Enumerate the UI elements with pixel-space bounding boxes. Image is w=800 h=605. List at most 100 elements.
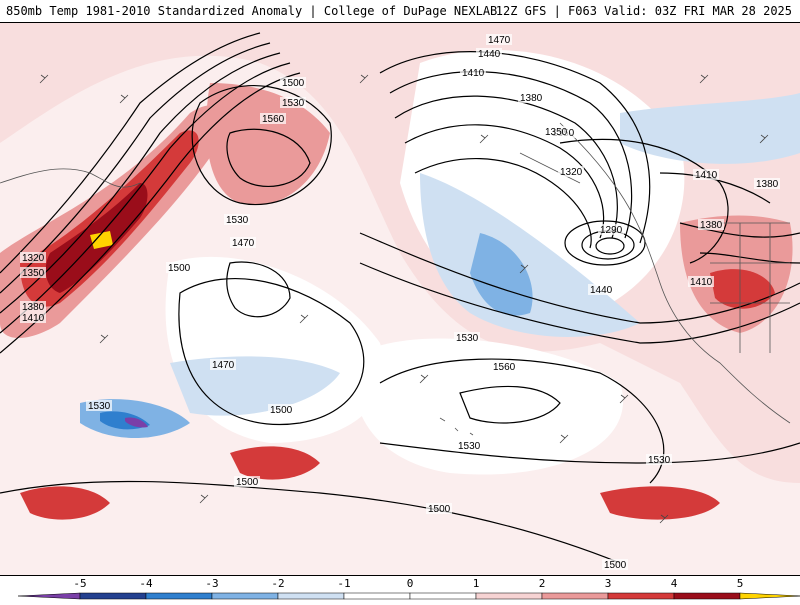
contour-label-background [280,77,306,88]
contour-line [226,261,291,318]
coastline-asia [0,168,141,188]
anomaly-region-pos5-west [90,231,113,249]
contour-label-background [268,404,294,415]
contour-label: 1500 [270,405,293,416]
contour-label-background [543,126,569,137]
colorbar-segment [673,592,741,600]
map-header: 850mb Temp 1981-2010 Standardized Anomal… [0,0,800,23]
contour-label-background [456,440,482,451]
contour-label: 1530 [648,455,671,466]
contour-line [595,237,625,255]
wind-barb [759,134,769,144]
colorbar-segments [17,592,800,600]
contour-label: 1560 [262,114,285,125]
colorbar-tick-label: 2 [539,577,546,590]
contour-label: 1500 [428,504,451,515]
contour-label-background [280,97,306,108]
colorbar-segment [79,592,147,600]
contour-label: 1530 [458,441,481,452]
wind-barb [119,94,129,104]
contour-label-background [224,214,250,225]
wind-barb [299,314,309,324]
contour-line [0,72,301,354]
contour-label-background [20,312,46,323]
colorbar-tick-label: -5 [73,577,86,590]
contour-label: 1380 [700,220,723,231]
contour-label: 1500 [168,263,191,274]
colorbar-segment [409,592,477,600]
colorbar-tick-label: -4 [139,577,153,590]
contour-label: 1500 [236,477,259,488]
contour-label: 1470 [232,238,255,249]
contour-label-background [486,34,512,45]
contour-label: 1440 [478,49,501,60]
contour-label-background [688,276,714,287]
colorbar-tick-label: 4 [671,577,678,590]
contour-label: 1380 [22,302,45,313]
colorbar-tick-label: -2 [271,577,284,590]
contour-label: 1530 [456,333,479,344]
contour-label: 1410 [695,170,718,181]
contour-label: 1530 [282,98,305,109]
contour-label: 1410 [22,313,45,324]
contour-line [404,124,605,239]
anomaly-region-neg1-gulf [420,173,640,337]
wind-barb [99,334,109,344]
wind-barb [479,134,489,144]
colorbar-tick-label: 3 [605,577,612,590]
contour-line [659,172,771,204]
coastlines [0,122,791,436]
anomaly-map: 1470144014101380135013201290150015301560… [0,23,800,575]
contour-label-background [518,92,544,103]
contour-label-background [698,219,724,230]
contour-line [379,51,651,244]
contour-label-background [754,178,780,189]
contour-label-background [210,359,236,370]
wind-barb [359,74,369,84]
contour-label-background [260,113,286,124]
anomaly-region-pos1-south [0,55,800,575]
contour-line [389,71,633,239]
contour-line [0,480,621,564]
anomaly-region-neg1-north [620,93,800,164]
wind-barb [559,434,569,444]
contour-label: 1350 [545,127,568,138]
contour-line [0,62,291,334]
contour-line [394,95,618,239]
colorbar-segment [343,592,411,600]
contour-line [359,262,800,344]
contour-labels: 1470144014101380135013201290150015301560… [20,34,780,571]
colorbar-tick-label: -1 [337,577,350,590]
colorbar-ticks: -5 -4 -3 -2 -1 0 1 2 3 4 5 [73,577,743,590]
wind-barb [419,374,429,384]
contour-label: 1290 [600,225,623,236]
anomaly-region-pos3-south [230,446,320,480]
colorbar: -5 -4 -3 -2 -1 0 1 2 3 4 5 [0,575,800,601]
contour-line [379,442,800,464]
contour-label-background [646,454,672,465]
contour-line [414,158,592,249]
contour-label-background [476,48,502,59]
anomaly-region-pos3-east [710,269,775,309]
contour-label-background [20,267,46,278]
wind-barbs [39,74,769,524]
anomaly-region-zero-central [354,338,624,475]
contour-line [226,128,311,187]
wind-barb [39,74,49,84]
colorbar-segment [541,592,609,600]
contour-label-background [234,476,260,487]
colorbar-tick-label: -3 [205,577,218,590]
contour-label-background [86,400,112,411]
contour-label-background [558,166,584,177]
colorbar-high-extend [739,592,800,600]
colorbar-segment [475,592,543,600]
contour-line [191,84,332,206]
contour-label-background [166,262,192,273]
contour-line [459,385,561,424]
contour-label: 1470 [212,360,235,371]
colorbar-segment [145,592,213,600]
contour-label: 1320 [560,167,583,178]
contour-label-background [602,559,628,570]
contour-label: 1380 [756,179,779,190]
wind-barb [659,514,669,524]
